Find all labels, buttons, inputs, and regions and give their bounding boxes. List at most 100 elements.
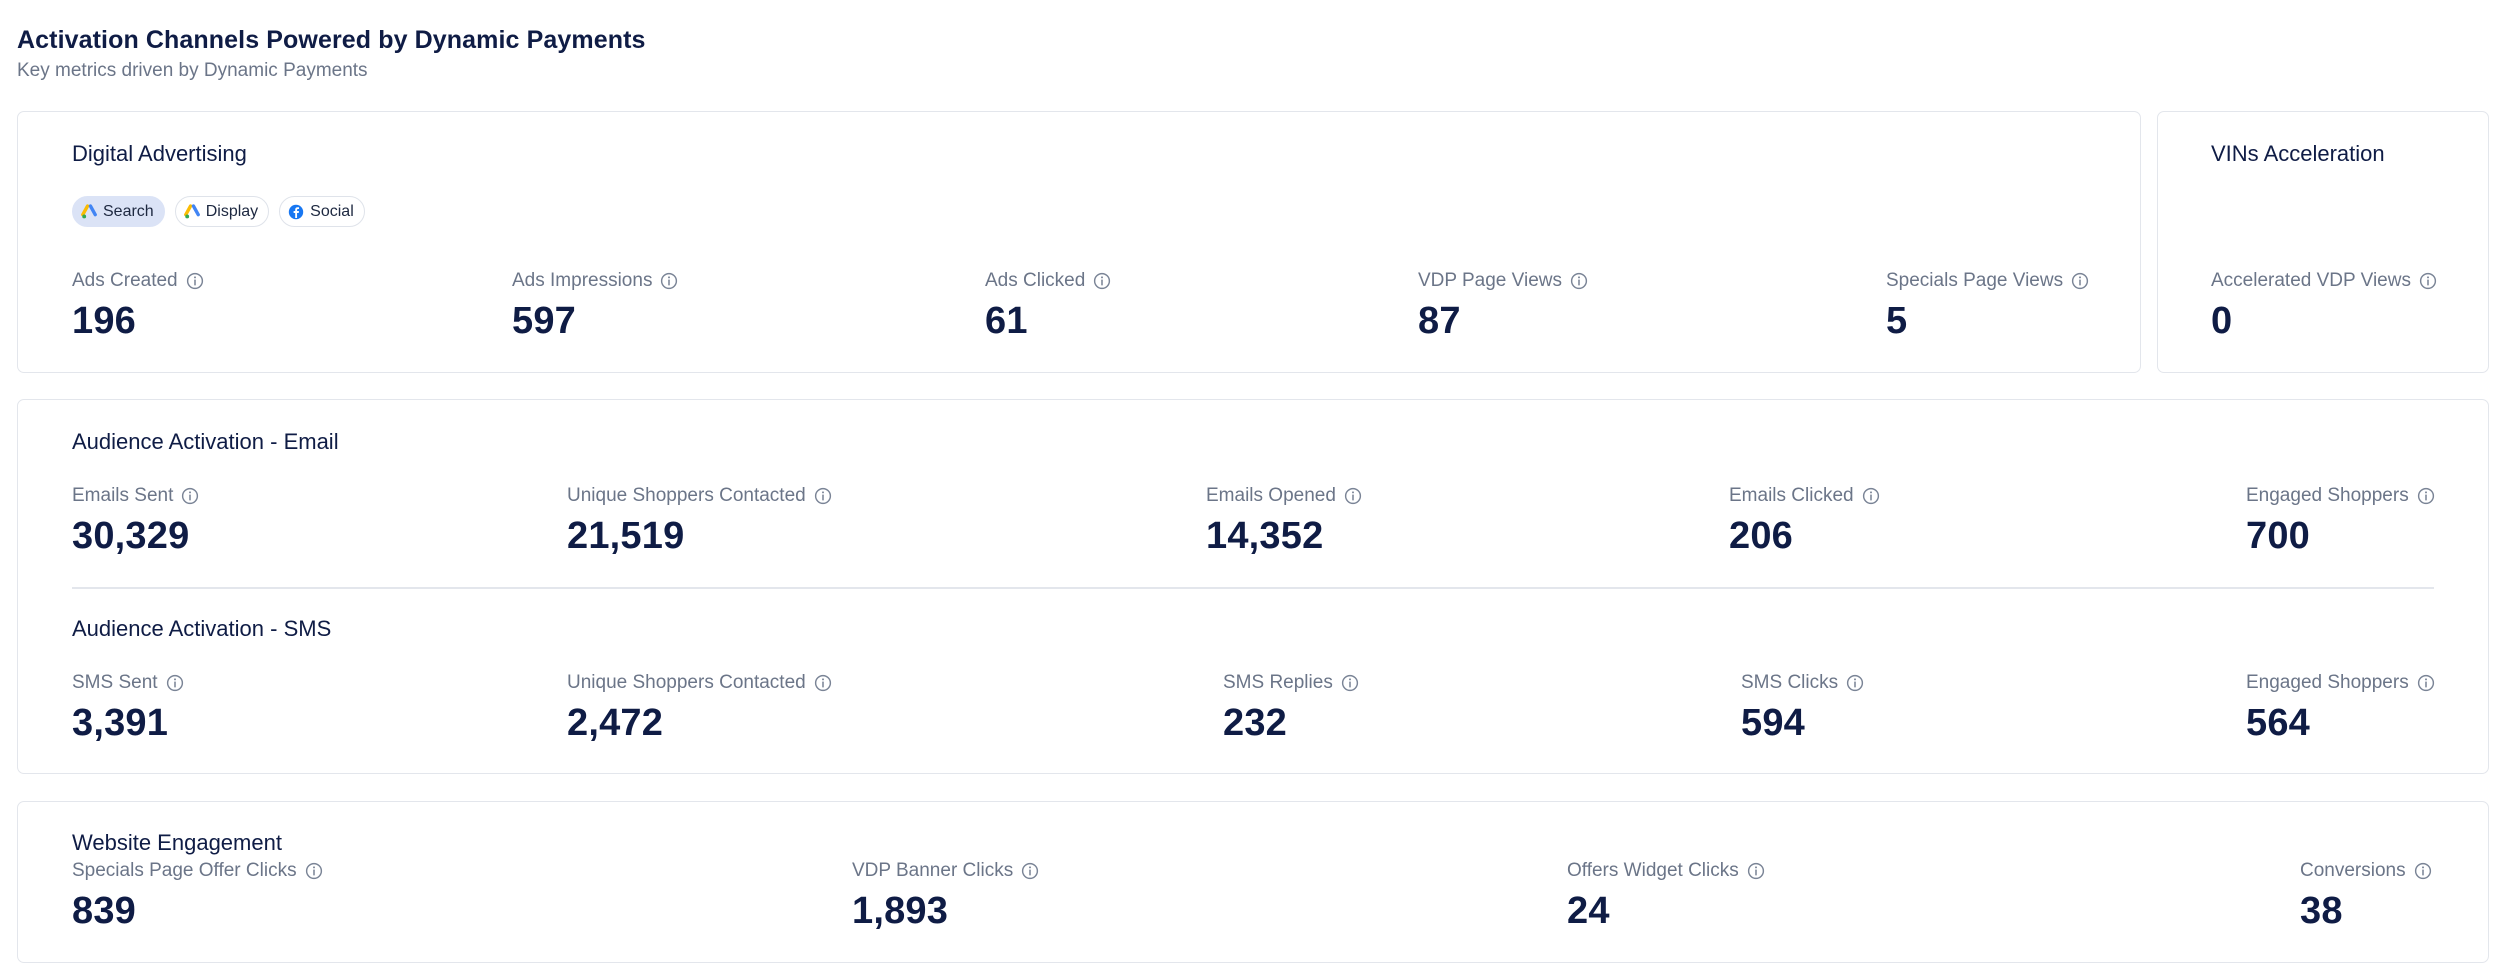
card-title-vins-acceleration: VINs Acceleration [2211,141,2385,166]
metric-value: 24 [1567,890,1610,932]
google-ads-icon [81,204,97,220]
metric-unique-shoppers-contacted-sms: Unique Shoppers Contacted 2,472 [567,671,832,745]
info-icon[interactable] [814,487,832,505]
info-icon[interactable] [1846,674,1864,692]
metric-label: VDP Page Views [1418,270,1562,291]
metric-label: Ads Clicked [985,270,1086,291]
metric-value: 839 [72,890,137,932]
metric-value: 21,519 [567,515,685,557]
metric-specials-page-views: Specials Page Views 5 [1886,269,2089,343]
info-icon[interactable] [1862,487,1880,505]
info-icon[interactable] [166,674,184,692]
chip-search[interactable]: Search [72,196,165,227]
metric-value: 2,472 [567,702,664,744]
metric-value: 564 [2246,702,2311,744]
page-title: Activation Channels Powered by Dynamic P… [17,26,646,54]
metric-ads-clicked: Ads Clicked 61 [985,269,1111,343]
metric-value: 38 [2300,890,2343,932]
card-title-audience-email: Audience Activation - Email [72,429,339,454]
vins-acceleration-card: VINs Acceleration Accelerated VDP Views … [2157,111,2489,373]
info-icon[interactable] [1747,862,1765,880]
metric-value: 87 [1418,300,1461,342]
google-ads-icon [184,204,200,220]
metric-ads-impressions: Ads Impressions 597 [512,269,678,343]
metric-label: Engaged Shoppers [2246,672,2409,693]
metric-value: 597 [512,300,577,342]
info-icon[interactable] [1570,272,1588,290]
chip-display[interactable]: Display [174,196,270,227]
info-icon[interactable] [2419,272,2437,290]
metric-label: Ads Impressions [512,270,653,291]
metric-unique-shoppers-contacted-email: Unique Shoppers Contacted 21,519 [567,484,832,558]
metric-accelerated-vdp-views: Accelerated VDP Views 0 [2211,269,2437,343]
metric-sms-sent: SMS Sent 3,391 [72,671,184,745]
info-icon[interactable] [1021,862,1039,880]
channel-filter-chips: Search Display Social [72,196,365,227]
metric-label: Emails Clicked [1729,485,1854,506]
metric-label: Specials Page Offer Clicks [72,860,297,881]
metric-value: 61 [985,300,1028,342]
info-icon[interactable] [186,272,204,290]
info-icon[interactable] [2417,487,2435,505]
info-icon[interactable] [1344,487,1362,505]
metric-label: VDP Banner Clicks [852,860,1014,881]
metric-specials-page-offer-clicks: Specials Page Offer Clicks 839 [72,859,323,933]
info-icon[interactable] [1341,674,1359,692]
info-icon[interactable] [2071,272,2089,290]
metric-label: Unique Shoppers Contacted [567,485,806,506]
metric-sms-clicks: SMS Clicks 594 [1741,671,1864,745]
metric-label: Offers Widget Clicks [1567,860,1739,881]
metric-emails-clicked: Emails Clicked 206 [1729,484,1880,558]
metric-value: 206 [1729,515,1794,557]
metric-value: 196 [72,300,137,342]
chip-label: Search [103,202,154,220]
metric-emails-sent: Emails Sent 30,329 [72,484,199,558]
metric-value: 1,893 [852,890,949,932]
chip-social[interactable]: Social [279,196,365,227]
audience-activation-card: Audience Activation - Email Emails Sent … [17,399,2489,774]
metric-value: 700 [2246,515,2311,557]
info-icon[interactable] [2414,862,2432,880]
metric-offers-widget-clicks: Offers Widget Clicks 24 [1567,859,1765,933]
metric-label: Ads Created [72,270,178,291]
info-icon[interactable] [305,862,323,880]
metric-label: Accelerated VDP Views [2211,270,2411,291]
metric-value: 14,352 [1206,515,1324,557]
info-icon[interactable] [814,674,832,692]
metric-label: Unique Shoppers Contacted [567,672,806,693]
info-icon[interactable] [2417,674,2435,692]
facebook-icon [288,204,304,220]
chip-label: Social [310,202,354,220]
metric-label: SMS Sent [72,672,158,693]
section-divider [72,587,2434,589]
digital-advertising-card: Digital Advertising Search Display Socia… [17,111,2141,373]
card-title-digital-advertising: Digital Advertising [72,141,247,166]
website-engagement-card: Website Engagement Specials Page Offer C… [17,801,2489,963]
card-title-website-engagement: Website Engagement [72,830,282,855]
metric-label: SMS Replies [1223,672,1333,693]
metric-label: Engaged Shoppers [2246,485,2409,506]
metric-label: Emails Opened [1206,485,1336,506]
metric-value: 232 [1223,702,1288,744]
metric-value: 30,329 [72,515,190,557]
info-icon[interactable] [660,272,678,290]
metric-sms-replies: SMS Replies 232 [1223,671,1359,745]
metric-label: Conversions [2300,860,2406,881]
chip-label: Display [205,202,259,220]
info-icon[interactable] [1093,272,1111,290]
metric-engaged-shoppers-email: Engaged Shoppers 700 [2246,484,2435,558]
metric-label: SMS Clicks [1741,672,1839,693]
card-title-audience-sms: Audience Activation - SMS [72,616,332,641]
metric-vdp-banner-clicks: VDP Banner Clicks 1,893 [852,859,1039,933]
metric-value: 594 [1741,702,1806,744]
metric-label: Specials Page Views [1886,270,2064,291]
metric-value: 5 [1886,300,1908,342]
metric-value: 0 [2211,300,2233,342]
metric-emails-opened: Emails Opened 14,352 [1206,484,1362,558]
metric-engaged-shoppers-sms: Engaged Shoppers 564 [2246,671,2435,745]
info-icon[interactable] [181,487,199,505]
metric-label: Emails Sent [72,485,174,506]
metric-vdp-page-views: VDP Page Views 87 [1418,269,1588,343]
metric-value: 3,391 [72,702,169,744]
page-subtitle: Key metrics driven by Dynamic Payments [17,60,368,81]
